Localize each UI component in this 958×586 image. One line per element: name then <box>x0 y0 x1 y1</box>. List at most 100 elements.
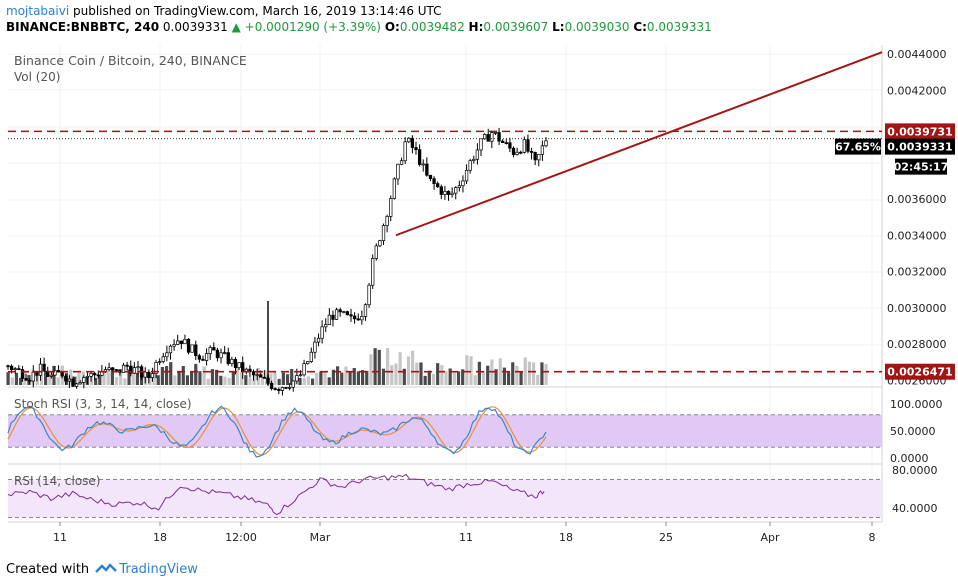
volume-bar <box>119 372 123 385</box>
candle-body <box>154 361 158 374</box>
candle-body <box>208 347 212 354</box>
chart-grid <box>8 45 883 523</box>
rsi-pane <box>7 473 882 518</box>
volume-bar <box>69 369 73 385</box>
volume-bar <box>531 362 536 385</box>
candle-body <box>168 345 173 354</box>
volume-bar <box>448 368 452 385</box>
candle-body <box>212 347 216 351</box>
volume-bar <box>135 372 139 385</box>
time-tick-label: 18 <box>153 531 167 544</box>
candle-body <box>96 374 100 377</box>
volume-legend[interactable]: Vol (20) <box>14 70 61 84</box>
candle-body <box>31 371 35 382</box>
candle-body <box>176 340 180 345</box>
candle-body <box>287 386 292 389</box>
volume-bar <box>369 354 373 385</box>
candle-body <box>316 337 321 343</box>
candle-body <box>421 163 425 166</box>
candle-body <box>454 187 458 194</box>
volume-bar <box>48 376 52 385</box>
stoch-legend[interactable]: Stoch RSI (3, 3, 14, 14, close) <box>14 397 192 411</box>
candle-body <box>38 363 43 376</box>
volume-bar <box>248 378 252 385</box>
volume-bar <box>110 368 114 385</box>
percent-tag: 67.65% <box>835 141 881 154</box>
volume-bar <box>190 371 194 385</box>
candle-body <box>352 315 357 320</box>
candle-body <box>497 132 501 142</box>
candle-body <box>446 190 451 195</box>
volume-bar <box>352 367 356 385</box>
volume-bar <box>277 378 281 385</box>
symbol-label: BINANCE:BNBBTC, 240 <box>6 20 160 34</box>
candle-body <box>425 163 429 176</box>
candle-body <box>475 149 480 160</box>
candle-body <box>165 352 169 358</box>
candle-body <box>439 186 443 195</box>
candle-body <box>74 383 79 387</box>
candle-body <box>183 339 187 345</box>
volume-bar <box>19 377 23 385</box>
candle-body <box>544 140 548 147</box>
rsi-line <box>7 473 545 516</box>
volume-bar <box>444 371 448 385</box>
candle-body <box>399 160 404 165</box>
rsi-legend[interactable]: RSI (14, close) <box>14 474 101 488</box>
footer-brand[interactable]: TradingView <box>119 562 198 577</box>
volume-bar <box>73 376 77 385</box>
volume-bar <box>164 366 169 385</box>
volume-bar <box>177 372 181 385</box>
volume-bar <box>431 374 436 385</box>
volume-bar <box>402 368 406 385</box>
candle-body <box>251 371 256 376</box>
volume-bar <box>127 369 131 385</box>
volume-bar <box>102 372 106 385</box>
candle-body <box>172 344 176 347</box>
candle-body <box>215 349 220 359</box>
countdown-tag-bg <box>895 158 947 175</box>
volume-bar <box>210 369 215 385</box>
candle-body <box>121 364 126 373</box>
up-arrow-icon: ▲ <box>231 20 241 34</box>
axes: 0.0044000 0.0042000 0.0036000 0.0034000 0.00… <box>53 48 947 544</box>
price-tick-label: 0.0028000 <box>887 338 947 351</box>
candle-body <box>479 138 483 151</box>
candle-body <box>291 380 295 388</box>
price-levels[interactable] <box>8 51 883 373</box>
last-price-tag: 0.0039331 <box>887 141 952 154</box>
volume-bar <box>344 366 348 385</box>
price-axis-labels: 0.0039731 0.0039331 67.65% 02:45:17 0.002647… <box>835 123 955 380</box>
candle-body <box>432 178 436 184</box>
candle-body <box>464 169 469 182</box>
candle-body <box>461 180 465 187</box>
volume-bar <box>181 366 185 385</box>
time-tick-label: 18 <box>559 531 573 544</box>
volume-bar <box>106 370 110 385</box>
candle-body <box>508 142 512 149</box>
high-label: H: <box>468 20 484 34</box>
candle-body <box>17 368 21 370</box>
candle-body <box>67 378 72 382</box>
rsi-tick-label: 80.0000 <box>892 464 938 477</box>
candle-body <box>345 311 350 316</box>
candle-body <box>237 362 241 369</box>
volume-bar <box>206 378 210 385</box>
candle-body <box>35 371 39 376</box>
candle-body <box>49 374 53 377</box>
volume-bar <box>390 365 394 385</box>
chart-title[interactable]: Binance Coin / Bitcoin, 240, BINANCE <box>14 53 247 68</box>
candle-body <box>392 178 396 199</box>
volume-bar <box>144 372 148 385</box>
candle-body <box>114 369 118 371</box>
candle-body <box>42 363 46 372</box>
close-label: C: <box>633 20 647 34</box>
volume-bar <box>302 377 306 385</box>
volume-bar <box>323 371 327 385</box>
high-value: 0.0039607 <box>483 20 549 34</box>
author-link[interactable]: mojtabaivi <box>6 4 70 18</box>
volume-bar <box>461 369 465 385</box>
volume-bar <box>506 372 511 385</box>
volume-bar <box>169 362 173 385</box>
